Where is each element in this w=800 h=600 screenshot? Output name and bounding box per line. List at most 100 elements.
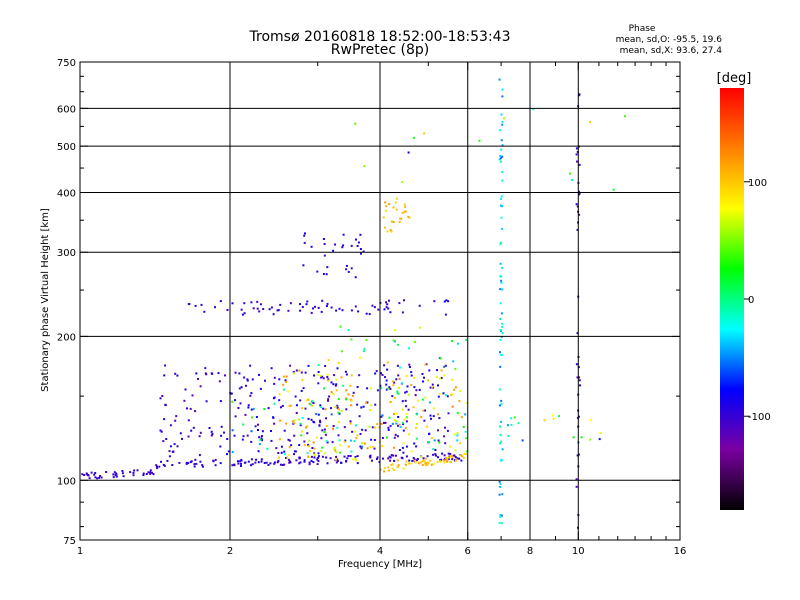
data-point [430,437,433,440]
data-point [501,288,504,291]
data-point [189,407,192,410]
data-point [214,464,217,467]
data-point [242,423,245,426]
data-point [408,462,410,465]
data-point [279,303,282,306]
data-point [501,120,504,123]
data-point [162,440,165,443]
data-point [394,454,397,457]
data-point [155,464,158,467]
data-point [439,459,442,461]
data-point [345,460,348,463]
data-point [408,366,411,368]
data-point [575,147,578,150]
data-point [428,432,431,435]
x-tick-label: 4 [377,546,383,557]
data-point [402,429,405,432]
x-axis: 1 2 4 6 8 10 16 [77,62,686,557]
data-point [300,434,303,437]
data-point [421,373,424,375]
data-point [280,445,283,448]
data-point [332,425,335,427]
data-point [317,306,320,309]
data-point [334,405,337,408]
data-point [383,467,386,470]
data-point [322,377,325,380]
data-point [105,471,108,473]
data-point [373,306,376,309]
data-point [336,367,339,370]
data-point [280,451,283,454]
data-point [439,460,442,463]
data-point [415,423,418,425]
data-point [465,453,467,456]
data-point [304,371,307,374]
data-point [310,311,313,314]
data-point [600,432,603,434]
data-point [332,383,335,386]
data-point [393,459,396,462]
data-point [121,472,124,475]
data-point [317,456,320,459]
data-point [359,356,362,359]
data-point [342,384,345,387]
data-point [406,385,409,388]
data-point [422,380,424,383]
data-point [198,454,201,457]
data-point [273,462,276,465]
data-point [500,113,503,116]
data-point [382,422,385,424]
data-point [404,399,407,402]
data-point [122,475,125,478]
data-point [385,205,388,208]
data-point [278,393,281,396]
data-point [299,399,302,402]
data-point [571,178,573,181]
data-point [500,522,503,525]
data-point [193,463,196,466]
data-point [434,454,437,457]
data-point [321,455,324,458]
data-point [365,338,368,341]
data-point [362,250,365,253]
data-point [499,197,502,200]
data-point [244,413,247,416]
data-point [407,393,410,396]
data-point [94,472,97,474]
data-point [281,404,284,407]
data-point [376,458,378,460]
data-point [313,456,316,459]
data-point [287,458,290,461]
data-point [398,302,401,305]
data-point [214,458,217,461]
data-point [99,475,101,477]
data-point [303,440,306,443]
data-point [499,515,502,518]
data-point [578,415,580,418]
data-point [337,434,340,437]
data-point [350,404,353,407]
data-point [329,457,332,460]
scatter-points [81,78,626,529]
data-point [392,206,395,209]
data-point [405,455,408,458]
data-point [243,376,246,379]
data-point [247,404,250,407]
data-point [275,447,278,450]
data-point [408,347,410,350]
data-point [393,340,396,343]
data-point [342,233,345,236]
data-point [393,446,396,449]
data-point [501,332,504,335]
data-point [404,427,407,430]
data-point [305,399,308,402]
data-point [443,300,446,303]
data-point [404,391,407,394]
data-point [334,243,336,246]
data-point [273,376,276,379]
data-point [499,302,502,305]
data-point [437,384,439,387]
data-point [417,462,420,465]
data-point [393,469,395,471]
data-point [458,457,461,460]
